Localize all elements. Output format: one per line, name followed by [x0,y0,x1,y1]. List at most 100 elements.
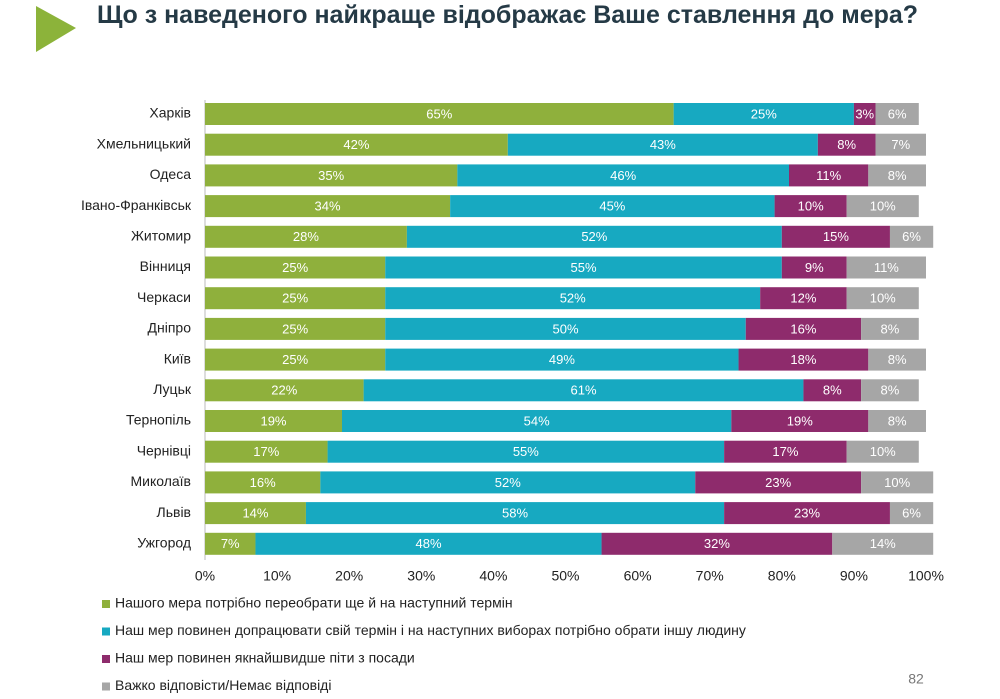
data-label: 23% [765,475,791,490]
bar-segment [255,532,602,555]
bar-segment [320,471,696,494]
bar-segment [406,225,782,248]
x-tick-label: 30% [407,568,435,584]
data-label: 42% [343,137,369,152]
bar-segment [205,532,256,555]
data-label: 52% [560,291,586,306]
data-label: 23% [794,506,820,521]
data-label: 8% [888,168,907,183]
x-tick-label: 80% [768,568,796,584]
data-label: 19% [260,413,286,428]
legend-label: Нашого мера потрібно переобрати ще й на … [115,595,513,611]
data-label: 10% [798,199,824,214]
data-label: 10% [870,199,896,214]
bar-segment [205,410,342,432]
bar-segment [817,133,876,156]
bar-segment [781,256,847,279]
bar-segment [846,256,926,279]
bar-segment [861,471,934,494]
bar-segment [327,440,725,463]
bar-segment [450,195,775,218]
bar-segment [724,440,847,463]
data-label: 25% [282,352,308,367]
y-tick-label: Ужгород [137,535,191,551]
data-label: 16% [790,321,816,336]
y-tick-label: Чернівці [137,442,191,458]
data-label: 11% [874,260,899,275]
data-label: 8% [837,137,856,152]
bar-segment [868,164,926,187]
data-label: 35% [318,168,344,183]
bar-segment [846,287,919,310]
data-label: 8% [888,352,907,367]
data-label: 25% [282,260,308,275]
x-tick-label: 100% [908,568,944,584]
data-label: 22% [271,383,297,398]
bar-segment [861,317,919,340]
data-label: 25% [282,321,308,336]
x-tick-label: 0% [195,568,215,584]
data-label: 45% [599,199,625,214]
legend-swatch [102,655,110,663]
data-label: 55% [513,444,539,459]
chart-title: Що з наведеного найкраще відображає Ваше… [97,1,919,29]
data-label: 16% [250,475,276,490]
data-label: 9% [805,260,824,275]
data-label: 17% [772,444,798,459]
legend-swatch [102,600,110,608]
y-tick-label: Черкаси [137,289,191,305]
legend-swatch [102,627,110,636]
y-tick-label: Івано-Франківськ [81,197,192,213]
bar-segment [457,164,790,187]
data-label: 49% [549,352,575,367]
y-tick-label: Київ [164,350,191,366]
bar-segment [774,195,847,218]
bar-segment [868,410,926,432]
data-label: 14% [242,506,268,521]
bar-segment [781,225,890,248]
data-label: 19% [787,413,813,428]
data-label: 3% [855,106,874,121]
data-label: 58% [502,506,528,521]
data-label: 8% [881,321,900,336]
x-tick-label: 40% [479,568,507,584]
data-label: 6% [902,506,921,521]
bar-segment [205,348,386,371]
bar-segment [205,471,321,494]
bar-segment [205,225,407,248]
data-label: 52% [581,229,607,244]
legend-label: Наш мер повинен допрацювати свій термін … [115,622,746,638]
data-label: 46% [610,168,636,183]
data-label: 65% [426,106,452,121]
data-label: 54% [524,413,550,428]
data-label: 28% [293,229,319,244]
bar-segment [385,287,761,310]
bar-segment [385,348,739,371]
y-tick-label: Житомир [131,228,191,244]
data-label: 15% [823,229,849,244]
y-tick-label: Хмельницький [97,135,191,151]
bar-segment [853,103,876,125]
x-tick-label: 90% [840,568,868,584]
data-label: 14% [870,536,896,551]
x-tick-label: 60% [624,568,652,584]
y-tick-label: Тернопіль [126,412,191,428]
data-label: 6% [902,229,921,244]
bar-segment [731,410,869,432]
page-number: 82 [908,671,924,687]
bar-segment [205,287,386,310]
data-label: 8% [888,413,907,428]
data-label: 43% [650,137,676,152]
data-label: 34% [315,199,341,214]
data-label: 6% [888,106,907,121]
data-label: 17% [253,444,279,459]
bar-segment [205,103,674,125]
bar-segment [832,532,934,555]
legend-label: Наш мер повинен якнайшвидше піти з посад… [115,650,415,666]
x-tick-label: 20% [335,568,363,584]
bar-segment [205,379,364,402]
y-tick-label: Вінниця [140,258,191,274]
bar-segment [205,256,386,279]
y-tick-label: Харків [149,105,191,121]
